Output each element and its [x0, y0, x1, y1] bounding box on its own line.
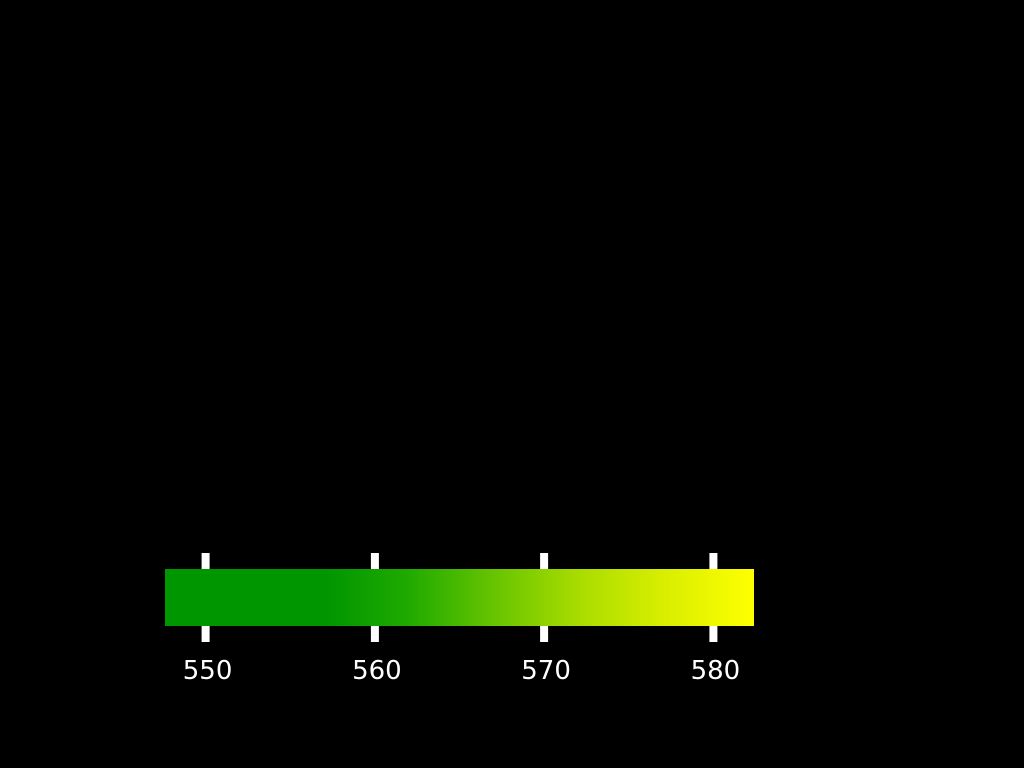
tick-marks [201, 553, 718, 642]
tick-mark-bottom-550 [201, 626, 210, 642]
tick-label-580: 580 [691, 656, 741, 686]
tick-mark-top-580 [709, 553, 718, 569]
tick-mark-top-550 [201, 553, 210, 569]
tick-label-560: 560 [352, 656, 402, 686]
tick-labels: 550 560 570 580 [183, 656, 740, 686]
tick-label-550: 550 [183, 656, 233, 686]
tick-label-570: 570 [521, 656, 571, 686]
tick-mark-bottom-560 [370, 626, 379, 642]
tick-mark-bottom-580 [709, 626, 718, 642]
color-band [165, 569, 754, 626]
tick-mark-top-560 [370, 553, 379, 569]
tick-mark-bottom-570 [540, 626, 549, 642]
tick-mark-top-570 [540, 553, 549, 569]
